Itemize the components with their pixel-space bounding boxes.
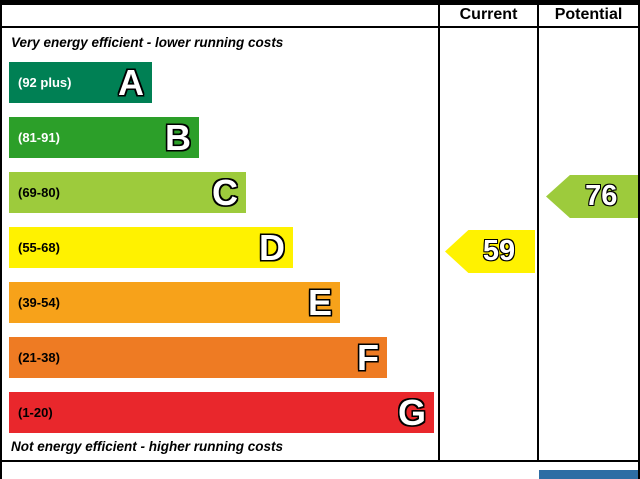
- rating-band-D: (55-68) D: [9, 227, 293, 268]
- band-range-label: (1-20): [18, 405, 53, 420]
- potential-rating-value: 76: [585, 180, 618, 212]
- current-rating-arrow: 59: [445, 230, 535, 273]
- band-range-label: (39-54): [18, 295, 60, 310]
- band-letter: B: [165, 117, 191, 158]
- rating-band-A: (92 plus) A: [9, 62, 152, 103]
- band-letter: A: [118, 62, 144, 103]
- bottom-rule: [2, 460, 638, 462]
- current-rating-value: 59: [482, 235, 516, 267]
- header-rule: [2, 26, 638, 28]
- band-letter: G: [397, 392, 426, 433]
- rating-band-E: (39-54) E: [9, 282, 340, 323]
- potential-column-header: Potential: [554, 6, 623, 23]
- rating-band-C: (69-80) C: [9, 172, 246, 213]
- current-column-header: Current: [459, 6, 518, 23]
- band-letter: C: [212, 172, 238, 213]
- band-range-label: (55-68): [18, 240, 60, 255]
- potential-column-divider: [537, 5, 539, 462]
- eu-directive-box-partial: [539, 470, 638, 479]
- bottom-caption: Not energy efficient - higher running co…: [11, 439, 284, 454]
- rating-band-F: (21-38) F: [9, 337, 387, 378]
- band-range-label: (92 plus): [18, 75, 72, 90]
- band-range-label: (69-80): [18, 185, 60, 200]
- band-letter: F: [357, 337, 379, 378]
- band-range-label: (21-38): [18, 350, 60, 365]
- band-letter: D: [259, 227, 285, 268]
- band-range-label: (81-91): [18, 130, 60, 145]
- top-caption: Very energy efficient - lower running co…: [11, 35, 284, 50]
- potential-rating-arrow: 76: [546, 175, 638, 218]
- rating-band-G: (1-20) G: [9, 392, 434, 433]
- current-column-divider: [438, 5, 440, 462]
- rating-band-B: (81-91) B: [9, 117, 199, 158]
- band-letter: E: [307, 282, 332, 323]
